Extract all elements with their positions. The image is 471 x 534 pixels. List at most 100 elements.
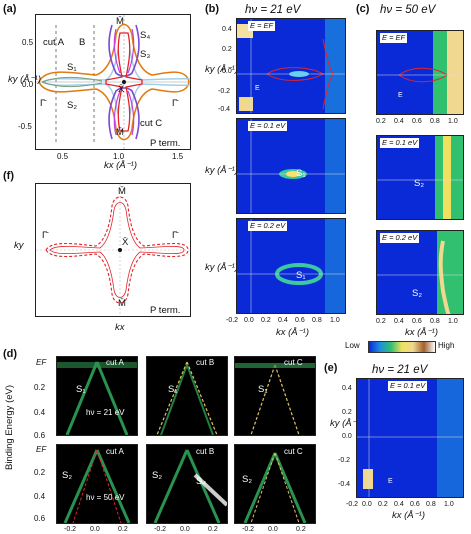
d-ytick: 0.2: [34, 468, 46, 477]
panel-f-term: P term.: [150, 305, 181, 316]
e-xtick: -0.2: [346, 501, 359, 508]
c-xtick-bottom: 0.4: [394, 318, 404, 325]
d-ytick: 0.4: [34, 492, 46, 501]
c-xtick: 0.2: [376, 118, 386, 125]
b-ytick: 0.0: [222, 68, 232, 75]
f-m-top: M̄: [118, 186, 126, 197]
e-ytick: -0.2: [338, 457, 351, 464]
c-xtick: 1.0: [448, 118, 458, 125]
e-xtick: 0.0: [362, 501, 372, 508]
a-xtick: 1.0: [113, 152, 125, 161]
panel-a-plot: [35, 14, 207, 150]
d-s2-b: S₂: [152, 470, 163, 481]
panel-e-ylabel: ky (Å⁻¹): [330, 418, 363, 429]
c-xtick-bottom: 1.0: [448, 318, 458, 325]
d-xtick: -0.2: [242, 526, 255, 533]
e-ytick: -0.4: [338, 481, 351, 488]
d-s1-c: S₁: [258, 384, 268, 395]
arpes-map-e: [356, 378, 464, 498]
d-s4-b: S₄: [196, 476, 207, 487]
e-ytick: 0.0: [342, 433, 352, 440]
e-xtick: 0.4: [394, 501, 404, 508]
b-xtick: 1.0: [330, 317, 340, 324]
outer-contour: [38, 23, 190, 141]
e-energy: E = 0.1 eV: [388, 381, 428, 391]
fs-outer-f: [45, 196, 189, 304]
a-ytick: 0.5: [22, 38, 34, 47]
panel-a-label: (a): [3, 3, 17, 15]
b-ytick: -0.2: [218, 88, 231, 95]
d-cut-a-21: [56, 356, 138, 436]
c-e-arrow: E: [398, 92, 403, 99]
b-xtick: -0.2: [226, 317, 239, 324]
d-xtick: 0.0: [180, 526, 190, 533]
d-cut-b-label-21: cut B: [196, 358, 215, 367]
panel-d-ylabel: Binding Energy (eV): [4, 384, 15, 470]
central-fs-contour: [105, 32, 143, 132]
f-gamma-right: Γ̄: [172, 230, 178, 241]
b-xtick: 0.6: [295, 317, 305, 324]
b-energy-02: E = 0.2 eV: [248, 221, 288, 231]
d-cut-b-21: [146, 356, 228, 436]
s3-label: S₃: [140, 49, 151, 60]
cut-b-label: B: [79, 37, 86, 48]
b-xtick: 0.2: [261, 317, 271, 324]
c-xtick-bottom: 0.6: [412, 318, 422, 325]
arpes-map-b-01: [236, 118, 346, 214]
d-cut-c-50: [234, 444, 316, 524]
panel-b-ylabel-3: ky (Å⁻¹): [205, 262, 238, 273]
e-ytick: 0.2: [342, 409, 352, 416]
d-hv50: hν = 50 eV: [86, 493, 125, 502]
d-ytick: 0.2: [34, 383, 46, 392]
d-xtick: -0.2: [154, 526, 167, 533]
panel-a-term: P term.: [150, 138, 181, 149]
colorbar-high: High: [438, 341, 455, 350]
c-xtick-bottom: 0.8: [430, 318, 440, 325]
panel-c-xlabel: kx (Å⁻¹): [405, 327, 438, 338]
d-ytick: 0.6: [34, 431, 46, 440]
b-s1-label-2: S₁: [296, 270, 306, 281]
x-point: X̄: [118, 84, 125, 95]
panel-b-xlabel: kx (Å⁻¹): [276, 327, 309, 338]
arpes-map-b-02: [236, 218, 346, 314]
f-x-point: X̄: [122, 237, 129, 248]
panel-b-label: (b): [205, 3, 220, 15]
b-energy-ef: E = EF: [248, 21, 276, 31]
d-s2-c: S₂: [242, 474, 253, 485]
c-energy-ef: E = EF: [380, 33, 408, 43]
d-hv21: hν = 21 eV: [86, 408, 125, 417]
d-s2-a: S₂: [62, 470, 73, 481]
a-ytick: -0.5: [18, 122, 32, 131]
a-ytick: 0.0: [22, 80, 34, 89]
d-ytick-ef-2: EF: [36, 445, 47, 454]
b-ytick: 0.2: [222, 46, 232, 53]
e-xtick: 0.2: [378, 501, 388, 508]
panel-e-label: (e): [324, 362, 338, 374]
fermi-surface-sketch-a: [36, 15, 207, 149]
panel-e-title: hν = 21 eV: [372, 364, 428, 376]
panel-f-xlabel: kx: [115, 322, 125, 333]
e-xtick: 0.6: [410, 501, 420, 508]
s4-contour: [108, 24, 140, 77]
panel-e-xlabel: kx (Å⁻¹): [392, 510, 425, 521]
colorbar: [368, 341, 436, 353]
c-energy-02: E = 0.2 eV: [380, 233, 420, 243]
arpes-map-c-02: [376, 230, 464, 315]
panel-f-ylabel: ky: [14, 240, 24, 251]
fermi-surface-sketch-f: [36, 184, 190, 316]
c-xtick: 0.8: [430, 118, 440, 125]
panel-f-label: (f): [3, 170, 14, 182]
f-gamma-left: Γ̄: [42, 230, 48, 241]
panel-f-plot: [35, 183, 191, 317]
panel-b-title: hν = 21 eV: [245, 4, 301, 16]
s2-label: S₂: [67, 100, 78, 111]
d-xtick: 0.0: [90, 526, 100, 533]
d-cut-a-label-50: cut A: [106, 447, 124, 456]
cut-c-label: cut C: [140, 118, 163, 129]
c-s2-label-2: S₂: [412, 288, 423, 299]
d-ytick: 0.4: [34, 408, 46, 417]
cut-a-label: cut A: [43, 37, 65, 48]
gamma-point-right: Γ̄: [172, 98, 178, 109]
d-s1-a: S₁: [76, 384, 86, 395]
s1-label: S₁: [67, 62, 77, 73]
